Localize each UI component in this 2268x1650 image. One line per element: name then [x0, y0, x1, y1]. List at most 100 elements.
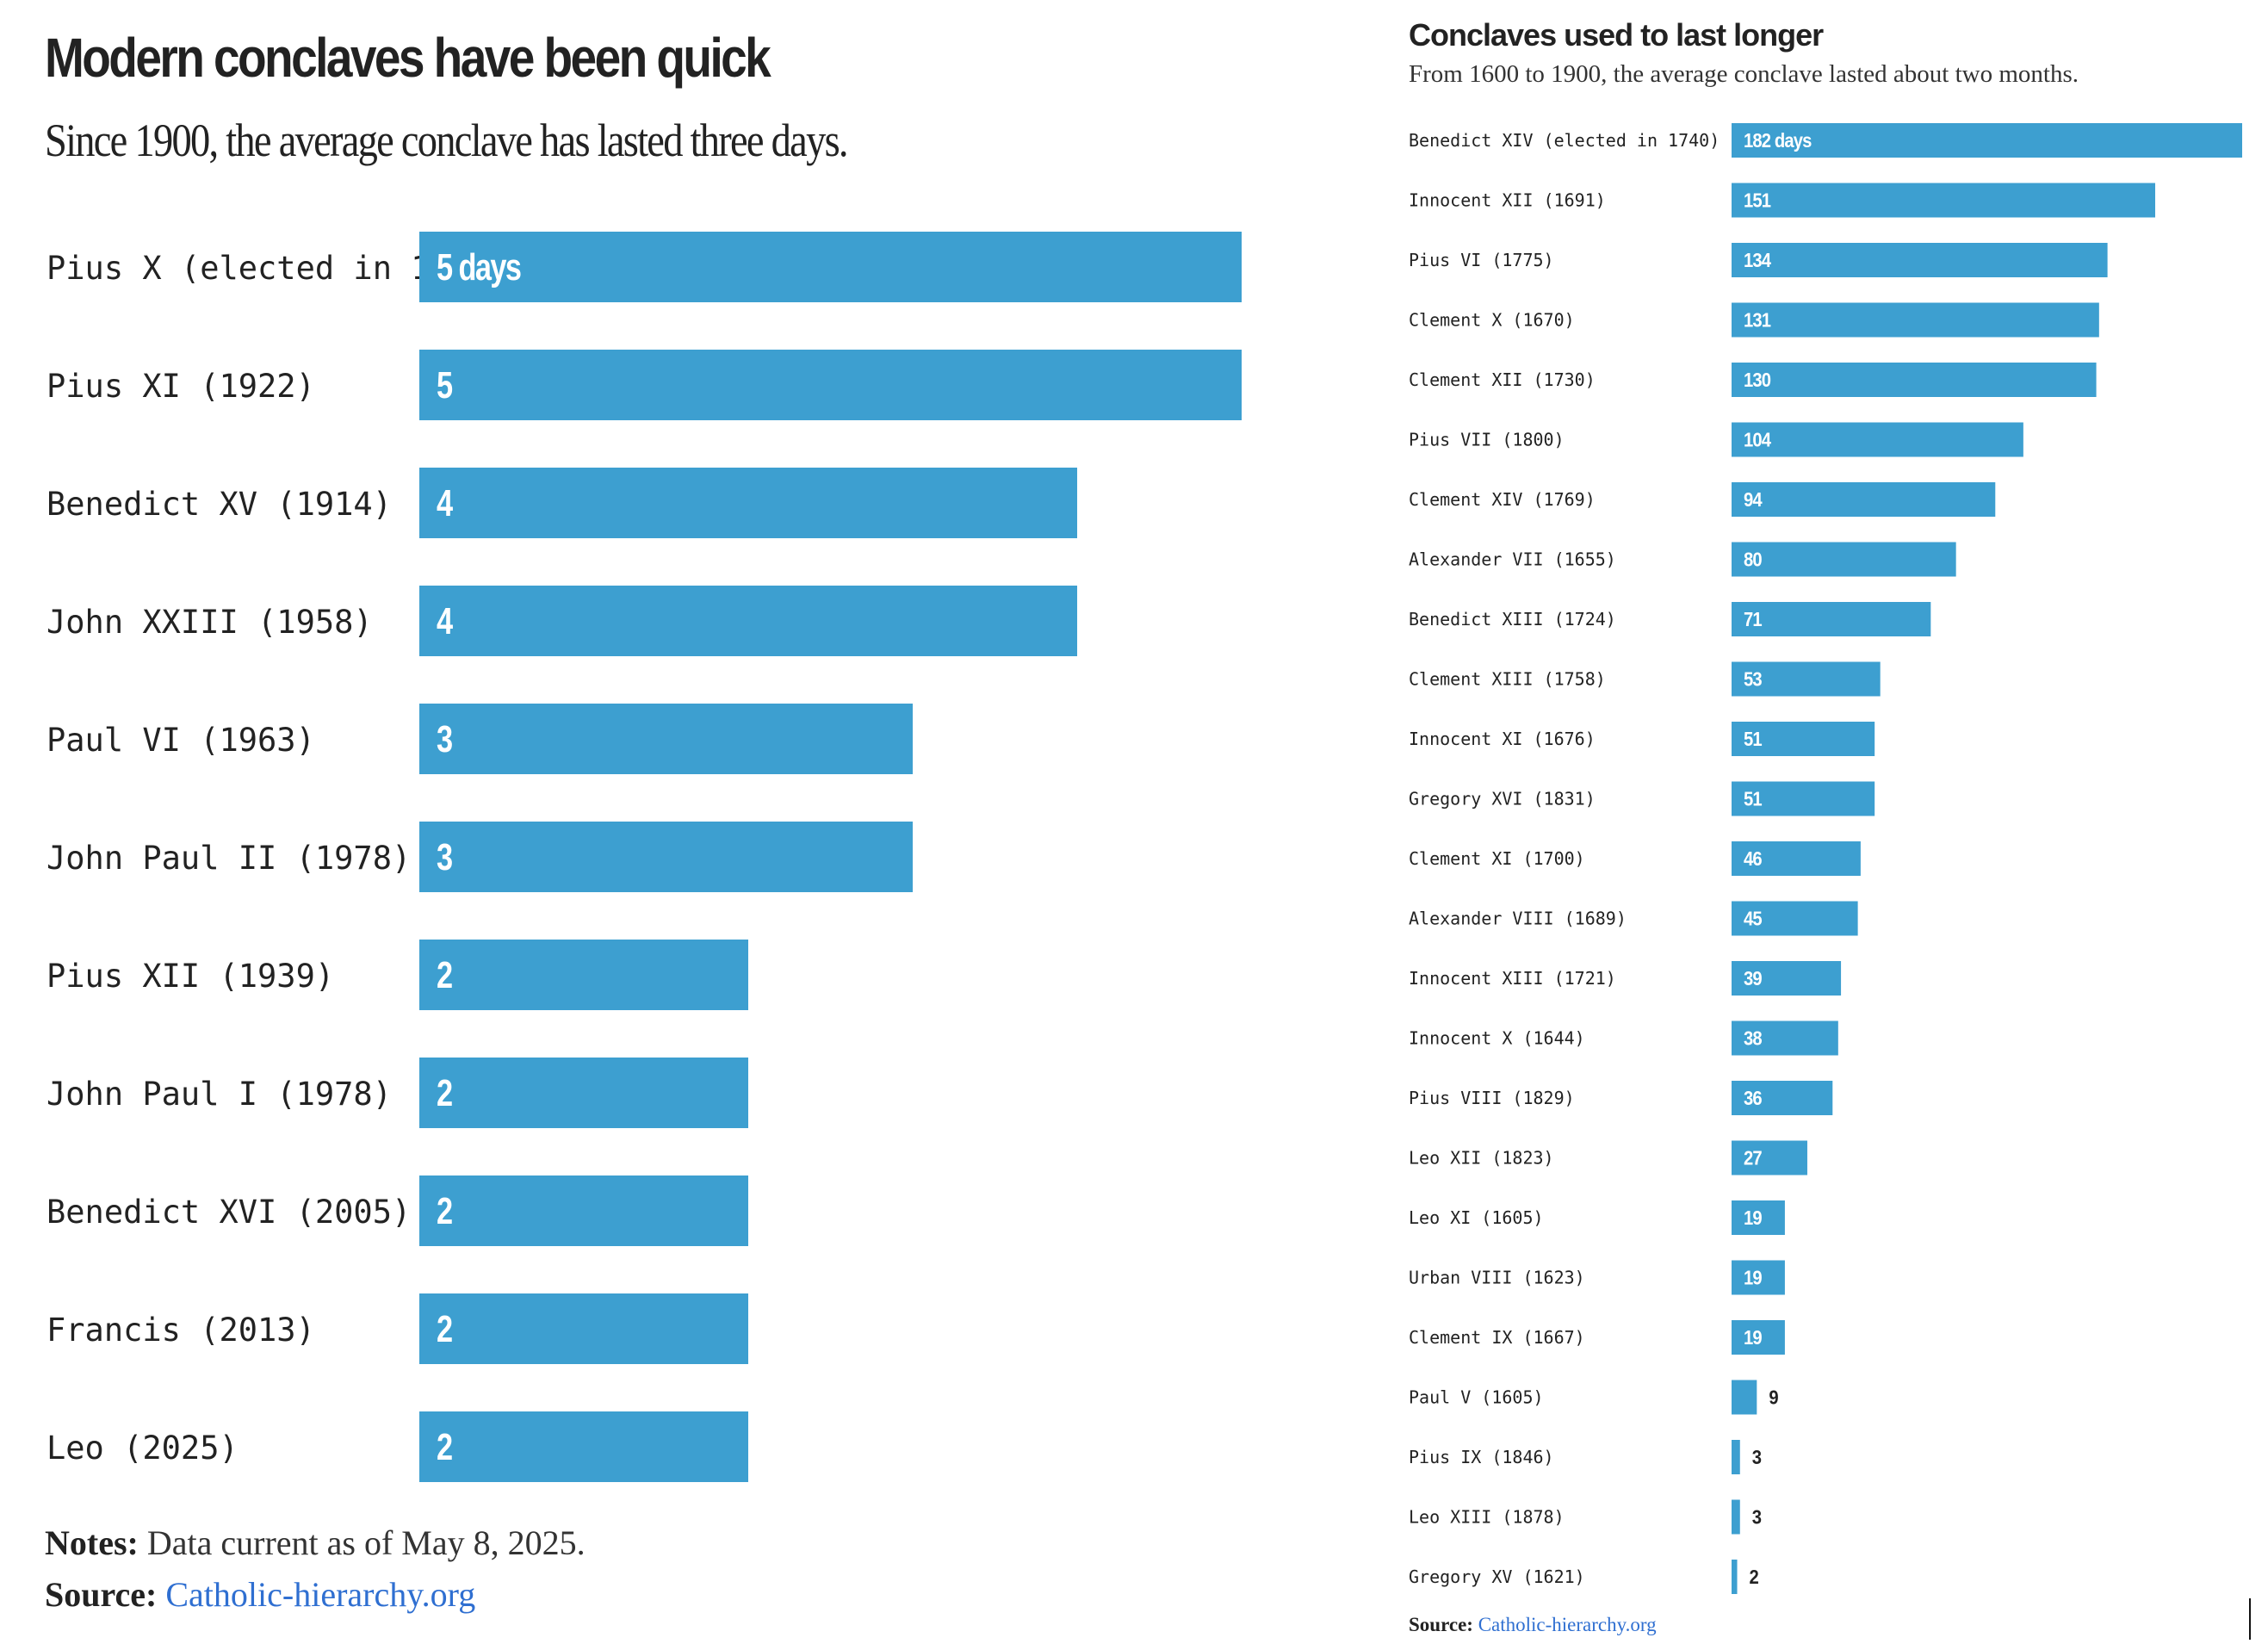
- bar: [419, 1058, 748, 1128]
- edge-marker: [2249, 1598, 2251, 1640]
- bar: [1732, 901, 1858, 936]
- bar: [1732, 183, 2155, 218]
- category-label: Pius XI (1922): [46, 368, 315, 405]
- bar: [419, 1175, 748, 1246]
- left-chart-subtitle: Since 1900, the average conclave has las…: [45, 115, 849, 166]
- data-label: 182 days: [1744, 129, 1812, 152]
- bar: [419, 232, 1242, 302]
- bar: [419, 940, 748, 1010]
- category-label: Pius VI (1775): [1409, 250, 1554, 270]
- data-label: 2: [437, 1190, 452, 1232]
- notes-label: Notes:: [45, 1523, 139, 1562]
- category-label: Benedict XIII (1724): [1409, 609, 1616, 630]
- category-label: Benedict XIV (elected in 1740): [1409, 130, 1720, 151]
- bar: [419, 1411, 748, 1482]
- data-label: 45: [1744, 907, 1763, 930]
- bar: [1732, 482, 1996, 517]
- right-source-line: Source: Catholic-hierarchy.org: [1409, 1614, 1657, 1636]
- bar: [1732, 961, 1842, 996]
- category-label: Clement XIII (1758): [1409, 669, 1606, 690]
- data-label: 9: [1769, 1386, 1778, 1409]
- left-source-link[interactable]: Catholic-hierarchy.org: [165, 1575, 476, 1614]
- data-label: 3: [1752, 1505, 1762, 1529]
- data-label: 27: [1744, 1146, 1763, 1169]
- bar: [1732, 1499, 1740, 1535]
- data-label: 19: [1744, 1326, 1763, 1349]
- data-label: 2: [437, 1308, 452, 1350]
- bar: [1732, 422, 2023, 457]
- category-label: Gregory XVI (1831): [1409, 789, 1596, 809]
- bar: [1732, 1260, 1785, 1295]
- right-source-link[interactable]: Catholic-hierarchy.org: [1478, 1614, 1657, 1635]
- category-label: John Paul II (1978): [46, 840, 411, 877]
- category-label: John XXIII (1958): [46, 604, 373, 641]
- bar: [1732, 542, 1956, 577]
- right-chart-title: Conclaves used to last longer: [1409, 17, 1824, 53]
- category-label: Leo XI (1605): [1409, 1207, 1544, 1228]
- data-label: 130: [1744, 369, 1771, 392]
- data-label: 3: [437, 836, 452, 878]
- category-label: Leo (2025): [46, 1430, 239, 1467]
- data-label: 46: [1744, 847, 1763, 871]
- bar: [1732, 302, 2099, 338]
- left-chart-panel: Modern conclaves have been quick Since 1…: [45, 27, 1242, 1614]
- category-label: Francis (2013): [46, 1312, 315, 1349]
- data-label: 104: [1744, 428, 1771, 451]
- bar: [1732, 661, 1881, 697]
- category-label: Gregory XV (1621): [1409, 1566, 1585, 1587]
- category-label: Benedict XVI (2005): [46, 1194, 411, 1231]
- bar: [419, 586, 1077, 656]
- data-label: 19: [1744, 1206, 1763, 1230]
- data-label: 53: [1744, 667, 1763, 691]
- category-label: Pius IX (1846): [1409, 1447, 1554, 1467]
- left-chart-title: Modern conclaves have been quick: [45, 27, 771, 89]
- category-label: Paul VI (1963): [46, 722, 315, 759]
- category-label: Clement XII (1730): [1409, 369, 1596, 390]
- category-label: Benedict XV (1914): [46, 486, 392, 523]
- data-label: 3: [1752, 1446, 1762, 1469]
- category-label: Innocent XIII (1721): [1409, 968, 1616, 989]
- right-chart-panel: Conclaves used to last longer From 1600 …: [1395, 0, 2268, 1650]
- left-source-label: Source:: [45, 1575, 158, 1614]
- category-label: Alexander VII (1655): [1409, 549, 1616, 570]
- data-label: 5: [437, 364, 452, 406]
- data-label: 2: [437, 1072, 452, 1114]
- bar: [1732, 1020, 1838, 1056]
- data-label: 5 days: [437, 246, 521, 288]
- data-label: 94: [1744, 488, 1763, 512]
- category-label: Pius VIII (1829): [1409, 1088, 1575, 1108]
- data-label: 3: [437, 718, 452, 760]
- bar: [1732, 1081, 1833, 1115]
- data-label: 39: [1744, 967, 1763, 990]
- bar: [1732, 123, 2242, 158]
- bar: [1732, 363, 2097, 397]
- category-label: Leo XIII (1878): [1409, 1507, 1565, 1528]
- category-label: John Paul I (1978): [46, 1076, 392, 1113]
- bar: [419, 704, 913, 774]
- category-label: Innocent XII (1691): [1409, 190, 1606, 211]
- category-label: Clement XI (1700): [1409, 848, 1585, 869]
- data-label: 51: [1744, 787, 1763, 810]
- data-label: 2: [437, 954, 452, 996]
- category-label: Clement XIV (1769): [1409, 489, 1596, 510]
- category-label: Innocent XI (1676): [1409, 729, 1596, 749]
- bar: [1732, 841, 1861, 876]
- right-source-label: Source:: [1409, 1614, 1473, 1635]
- bar: [1732, 1560, 1738, 1594]
- data-label: 36: [1744, 1087, 1763, 1110]
- right-chart-subtitle: From 1600 to 1900, the average conclave …: [1409, 60, 2079, 88]
- bar: [1732, 781, 1875, 816]
- bar: [419, 1293, 748, 1364]
- data-label: 4: [437, 482, 453, 524]
- category-label: Clement X (1670): [1409, 310, 1575, 331]
- bar: [1732, 1380, 1757, 1415]
- bar: [1732, 243, 2108, 277]
- category-label: Leo XII (1823): [1409, 1148, 1554, 1169]
- category-label: Paul V (1605): [1409, 1387, 1544, 1408]
- data-label: 4: [437, 600, 453, 642]
- bar: [1732, 602, 1931, 636]
- data-label: 19: [1744, 1266, 1763, 1289]
- right-bar-chart: Benedict XIV (elected in 1740) 182 days In…: [1409, 123, 2242, 1594]
- category-label: Innocent X (1644): [1409, 1028, 1585, 1049]
- category-label: Pius VII (1800): [1409, 430, 1565, 450]
